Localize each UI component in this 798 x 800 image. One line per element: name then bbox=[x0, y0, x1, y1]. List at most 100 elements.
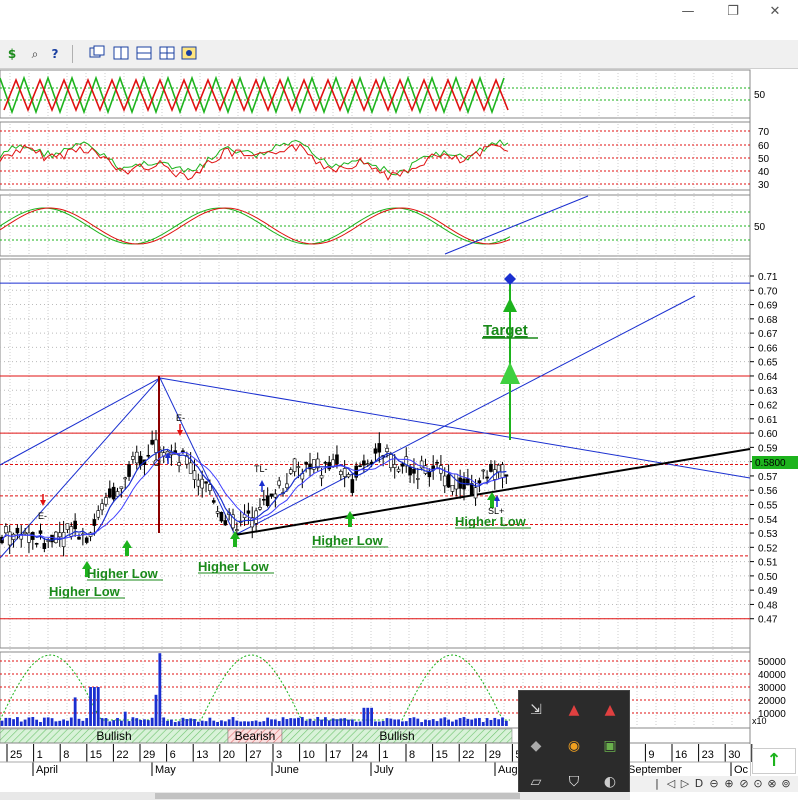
price-tick-label: 0.61 bbox=[758, 415, 778, 426]
nav-period-icon[interactable]: D bbox=[694, 777, 704, 790]
tray-gpu-icon[interactable]: ▣ bbox=[603, 738, 617, 754]
month-label: Oc bbox=[734, 764, 749, 776]
p1-tick-label: 50 bbox=[754, 90, 766, 101]
zoom-fit-icon[interactable]: ⊙ bbox=[753, 777, 763, 790]
volume-bar bbox=[0, 720, 4, 726]
tile-grid-icon[interactable] bbox=[158, 45, 176, 63]
volume-bar bbox=[300, 717, 304, 726]
volume-bar bbox=[270, 719, 273, 726]
signal-arrow bbox=[494, 495, 500, 501]
volume-envelope bbox=[0, 654, 510, 721]
nav-forward-icon[interactable]: ▷ bbox=[680, 777, 690, 790]
volume-bar bbox=[254, 720, 258, 726]
system-tray-popup: ⇲ ▲ ▲ ◆ ◉ ▣ ▱ ⛉ ◐ bbox=[518, 690, 630, 800]
stock-chart[interactable]: 50 70 60 50 40 30 50 0.71 0.70 0.69 0.68 0.67 0.6… bbox=[0, 68, 798, 800]
candle-body bbox=[342, 468, 347, 477]
nav-back-icon[interactable]: ◁ bbox=[666, 777, 676, 790]
volume-tick-label: 30000 bbox=[758, 683, 786, 694]
binoculars-icon[interactable]: ⌕ bbox=[31, 47, 39, 61]
volume-bar bbox=[200, 720, 204, 726]
candle-body bbox=[346, 474, 351, 478]
candle-body bbox=[373, 448, 378, 454]
date-day-label: 30 bbox=[728, 749, 740, 761]
candle-body bbox=[200, 478, 204, 489]
toolbar: $ ⌕ ? bbox=[0, 40, 798, 69]
candle-body bbox=[154, 439, 158, 453]
zoom-reset-icon[interactable]: ⊘ bbox=[739, 777, 749, 790]
volume-bar bbox=[308, 718, 312, 726]
tray-network-icon[interactable]: ▱ bbox=[530, 774, 542, 790]
volume-bar bbox=[220, 720, 223, 726]
window-list-icon[interactable] bbox=[88, 45, 106, 63]
chart-settings-icon[interactable] bbox=[180, 45, 198, 63]
target-label: Target bbox=[483, 322, 528, 339]
zoom-extra-icon[interactable]: ⊚ bbox=[781, 777, 791, 790]
tray-app-icon[interactable]: ⇲ bbox=[530, 702, 542, 718]
volume-bar bbox=[212, 720, 216, 726]
tray-diamond-icon[interactable]: ◆ bbox=[530, 738, 542, 754]
horizontal-scrollbar-thumb[interactable] bbox=[155, 793, 520, 799]
volume-bar bbox=[370, 707, 373, 726]
help-pointer-icon[interactable]: ? bbox=[51, 47, 59, 61]
price-tick-label: 0.59 bbox=[758, 443, 778, 454]
zoom-out-icon[interactable]: ⊖ bbox=[709, 777, 719, 790]
dollar-icon[interactable]: $ bbox=[7, 47, 17, 61]
date-day-label: 17 bbox=[329, 749, 341, 761]
volume-bar bbox=[73, 697, 77, 726]
tile-vertical-icon[interactable] bbox=[112, 45, 130, 63]
date-day-label: 10 bbox=[303, 749, 315, 761]
candle-body bbox=[69, 526, 74, 537]
price-tick-label: 0.70 bbox=[758, 286, 778, 297]
zoom-in-icon[interactable]: ⊕ bbox=[724, 777, 734, 790]
volume-bar bbox=[462, 717, 466, 726]
candle-body bbox=[181, 450, 185, 453]
candle-body bbox=[288, 469, 293, 474]
last-price-label: 0.5800 bbox=[755, 458, 786, 469]
volume-bar bbox=[12, 719, 15, 726]
candle-body bbox=[446, 474, 451, 488]
candle-body bbox=[277, 480, 282, 486]
minimize-icon[interactable]: — bbox=[681, 4, 695, 19]
volume-bar bbox=[235, 720, 239, 726]
volume-bar bbox=[435, 721, 439, 726]
price-tick-label: 0.54 bbox=[758, 515, 778, 526]
higher-low-arrow bbox=[487, 492, 497, 508]
volume-bar bbox=[193, 719, 196, 726]
volume-bar bbox=[412, 717, 416, 726]
candle-body bbox=[146, 454, 151, 457]
volume-bar bbox=[354, 721, 358, 726]
candle-body bbox=[123, 477, 127, 480]
tray-shield-icon[interactable]: ⛉ bbox=[568, 774, 580, 790]
restore-icon[interactable]: ❐ bbox=[727, 4, 739, 19]
volume-bar bbox=[397, 719, 400, 726]
nav-start-icon[interactable]: | bbox=[655, 777, 659, 790]
month-label: September bbox=[628, 764, 682, 776]
zoom-custom-icon[interactable]: ⊗ bbox=[767, 777, 777, 790]
candle-body bbox=[315, 458, 320, 469]
candle-body bbox=[73, 520, 77, 530]
tray-warning-icon-2[interactable]: ▲ bbox=[604, 702, 616, 718]
candle-body bbox=[185, 455, 189, 465]
price-tick-label: 0.50 bbox=[758, 572, 778, 583]
volume-tick-label: 20000 bbox=[758, 696, 786, 707]
volume-bar bbox=[154, 694, 158, 726]
title-bar: — ❐ ✕ bbox=[0, 0, 798, 24]
volume-bar bbox=[50, 718, 54, 726]
candle-body bbox=[131, 456, 135, 460]
volume-bar bbox=[100, 718, 104, 726]
volume-bar bbox=[316, 716, 320, 726]
candle-body bbox=[211, 500, 216, 503]
close-icon[interactable]: ✕ bbox=[769, 4, 781, 19]
tile-horizontal-icon[interactable] bbox=[135, 45, 153, 63]
tray-globe-icon[interactable]: ◉ bbox=[567, 738, 581, 754]
volume-bar bbox=[312, 720, 316, 726]
sentiment-label: Bearish bbox=[235, 729, 276, 743]
p1-green-line bbox=[0, 75, 505, 115]
volume-bar bbox=[69, 717, 73, 726]
month-label: April bbox=[36, 764, 58, 776]
month-label: Aug bbox=[498, 764, 518, 776]
candle-body bbox=[500, 464, 505, 478]
tray-sync-icon[interactable]: ◐ bbox=[603, 774, 617, 790]
tray-warning-icon[interactable]: ▲ bbox=[568, 702, 580, 718]
up-arrow-button[interactable]: ↑ bbox=[752, 748, 796, 774]
